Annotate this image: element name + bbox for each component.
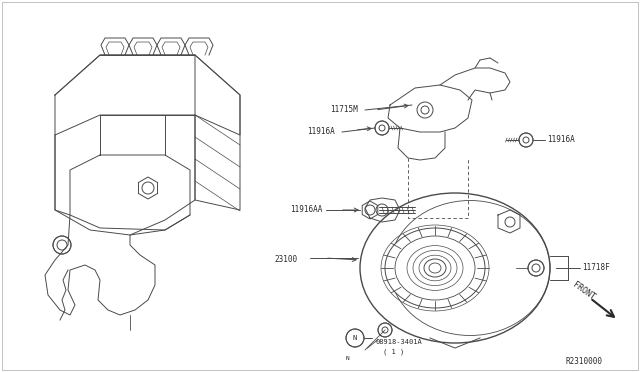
Text: 11916AA: 11916AA bbox=[290, 205, 323, 215]
Circle shape bbox=[346, 329, 364, 347]
Circle shape bbox=[375, 121, 389, 135]
Text: N: N bbox=[353, 335, 357, 341]
Circle shape bbox=[53, 236, 71, 254]
Text: 23100: 23100 bbox=[274, 256, 297, 264]
Ellipse shape bbox=[385, 228, 485, 308]
Circle shape bbox=[519, 133, 533, 147]
Ellipse shape bbox=[424, 259, 446, 277]
Text: N: N bbox=[345, 356, 349, 360]
Text: ( 1 ): ( 1 ) bbox=[383, 349, 404, 355]
Text: 11916A: 11916A bbox=[547, 135, 575, 144]
Text: 08918-3401A: 08918-3401A bbox=[375, 339, 422, 345]
Text: 11718F: 11718F bbox=[582, 263, 610, 273]
Text: R2310000: R2310000 bbox=[565, 357, 602, 366]
Text: 11916A: 11916A bbox=[307, 128, 335, 137]
Circle shape bbox=[378, 323, 392, 337]
Text: FRONT: FRONT bbox=[571, 280, 596, 302]
Circle shape bbox=[528, 260, 544, 276]
Text: 11715M: 11715M bbox=[330, 106, 358, 115]
